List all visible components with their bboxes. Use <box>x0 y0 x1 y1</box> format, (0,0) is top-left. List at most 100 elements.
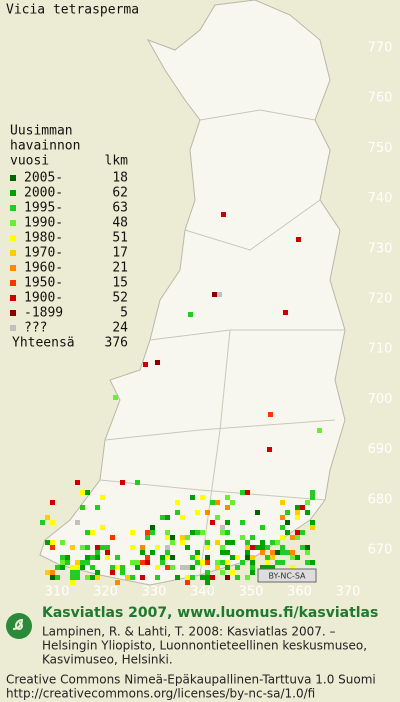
observation-square <box>295 510 300 515</box>
observation-square <box>260 545 265 550</box>
y-tick-label: 670 <box>368 543 393 558</box>
y-tick-label: 680 <box>368 492 393 507</box>
observation-square <box>240 520 245 525</box>
total-count: 376 <box>105 336 128 351</box>
observation-square <box>130 560 135 565</box>
observation-square <box>180 515 185 520</box>
x-tick-label: 340 <box>190 585 215 600</box>
observation-square <box>85 555 90 560</box>
observation-square <box>225 540 230 545</box>
region-border <box>99 479 326 501</box>
observation-square <box>240 560 245 565</box>
legend-label: 2000- <box>24 186 63 201</box>
legend-label: 1990- <box>24 216 63 231</box>
observation-square <box>160 560 165 565</box>
observation-square <box>180 535 185 540</box>
observation-square <box>90 575 95 580</box>
observation-square <box>215 500 220 505</box>
observation-square <box>150 530 155 535</box>
observation-square <box>120 565 125 570</box>
observation-square <box>205 545 210 550</box>
observation-square <box>165 555 170 560</box>
y-tick-label: 710 <box>368 342 393 357</box>
y-tick-label: 690 <box>368 442 393 457</box>
observation-square <box>65 555 70 560</box>
observation-square <box>75 520 80 525</box>
observation-square <box>245 555 250 560</box>
legend-heading: Uusimman <box>10 124 73 139</box>
x-tick-label: 330 <box>142 585 167 600</box>
observation-square <box>265 560 270 565</box>
observation-square <box>185 565 190 570</box>
observation-square <box>260 565 265 570</box>
observation-square <box>105 545 110 550</box>
observation-square <box>45 540 50 545</box>
x-tick-label: 360 <box>287 585 312 600</box>
observation-square <box>200 530 205 535</box>
observation-square <box>300 505 305 510</box>
observation-square <box>135 560 140 565</box>
observation-square <box>210 575 215 580</box>
observation-square <box>270 550 275 555</box>
legend-label: ??? <box>24 321 47 336</box>
observation-square <box>45 515 50 520</box>
observation-square <box>285 520 290 525</box>
observation-square <box>220 545 225 550</box>
observation-square <box>165 530 170 535</box>
observation-square <box>130 575 135 580</box>
observation-square <box>175 510 180 515</box>
observation-square <box>310 520 315 525</box>
observation-square <box>75 570 80 575</box>
y-tick-label: 720 <box>368 292 393 307</box>
observation-square <box>221 212 226 217</box>
observation-square <box>215 515 220 520</box>
observation-square <box>305 510 310 515</box>
observation-square <box>245 490 250 495</box>
license-badge <box>257 568 317 583</box>
x-tick-label: 310 <box>45 585 70 600</box>
observation-square <box>188 312 193 317</box>
observation-square <box>310 525 315 530</box>
observation-square <box>205 555 210 560</box>
observation-square <box>145 530 150 535</box>
observation-square <box>260 540 265 545</box>
observation-square <box>250 535 255 540</box>
legend-swatch <box>10 235 16 241</box>
observation-square <box>80 560 85 565</box>
region-borders <box>99 109 345 576</box>
logo <box>6 613 32 639</box>
observation-square <box>75 480 80 485</box>
region-border <box>199 109 316 121</box>
observation-square <box>305 545 310 550</box>
y-tick-label: 700 <box>368 392 393 407</box>
observation-square <box>265 545 270 550</box>
observation-square <box>170 555 175 560</box>
observation-square <box>50 545 55 550</box>
observation-square <box>200 495 205 500</box>
observation-square <box>200 575 205 580</box>
footer-heading: Kasviatlas 2007, www.luomus.fi/kasviatla… <box>42 605 378 621</box>
observation-square <box>212 292 217 297</box>
observation-square <box>250 555 255 560</box>
observation-square <box>245 575 250 580</box>
observation-square <box>235 565 240 570</box>
legend-swatch <box>10 205 16 211</box>
observation-square <box>50 520 55 525</box>
observation-square <box>95 505 100 510</box>
observation-square <box>245 550 250 555</box>
observation-square <box>195 530 200 535</box>
observation-square <box>70 545 75 550</box>
observation-square <box>185 545 190 550</box>
legend-swatch <box>10 190 16 196</box>
observation-square <box>90 565 95 570</box>
observation-square <box>135 480 140 485</box>
y-tick-label: 760 <box>368 91 393 106</box>
observation-square <box>60 540 65 545</box>
observation-square <box>125 575 130 580</box>
observation-square <box>130 545 135 550</box>
observation-square <box>255 545 260 550</box>
observation-square <box>60 560 65 565</box>
legend-count: 48 <box>112 216 128 231</box>
observation-square <box>100 495 105 500</box>
